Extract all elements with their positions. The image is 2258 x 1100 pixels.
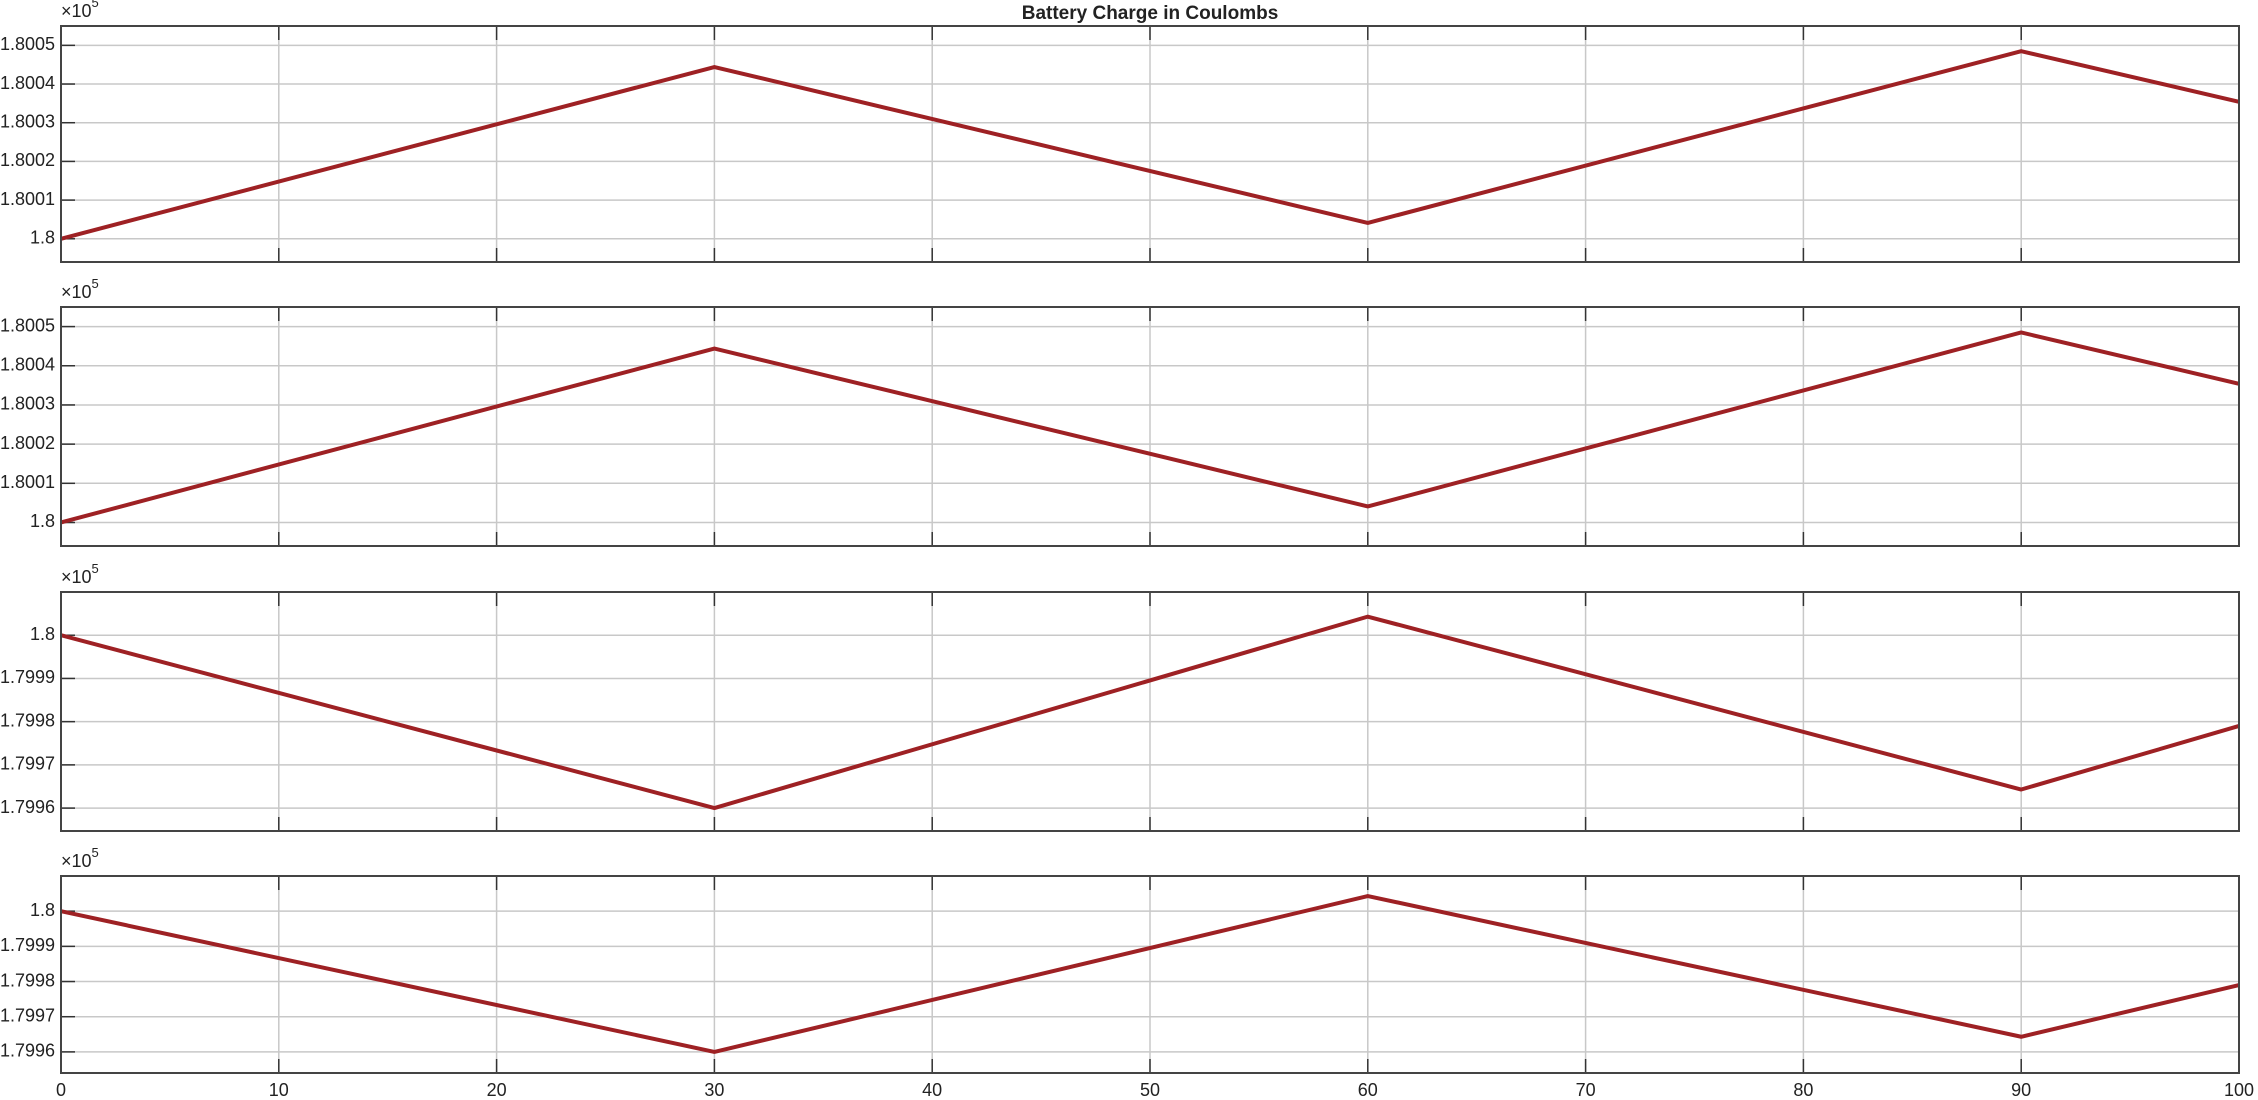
y-tick-label: 1.7996 [0,797,55,817]
data-line [60,894,2240,1054]
y-tick-label: 1.8003 [0,394,55,414]
y-tick-label: 1.8003 [0,111,55,131]
plot-border [60,875,2240,1074]
y-scale-label: ×105 [61,276,99,301]
y-tick-label: 1.7999 [0,667,55,687]
y-tick-label: 1.7998 [0,710,55,730]
x-tick-label: 40 [922,1080,942,1100]
y-tick-label: 1.8 [30,900,55,920]
y-tick-label: 1.7999 [0,935,55,955]
plot-border [60,591,2240,832]
y-tick-label: 1.8005 [0,34,55,54]
y-scale-label: ×105 [61,0,99,21]
y-tick-label: 1.8 [30,511,55,531]
y-scale-exponent: 5 [92,561,99,576]
y-tick-label: 1.8001 [0,189,55,209]
data-line [60,614,2240,811]
y-tick-label: 1.8001 [0,472,55,492]
y-tick-label: 1.8005 [0,315,55,335]
y-scale-label: ×105 [61,561,99,586]
x-tick-label: 90 [2011,1080,2031,1100]
y-tick-label: 1.8002 [0,150,55,170]
y-tick-label: 1.7997 [0,1005,55,1025]
y-tick-label: 1.8002 [0,433,55,453]
y-scale-exponent: 5 [92,276,99,291]
x-tick-label: 10 [269,1080,289,1100]
x-tick-label: 100 [2224,1080,2254,1100]
x-tick-label: 30 [704,1080,724,1100]
y-tick-label: 1.8 [30,228,55,248]
x-tick-label: 70 [1576,1080,1596,1100]
y-scale-exponent: 5 [92,845,99,860]
y-scale-label: ×105 [61,845,99,870]
x-tick-label: 20 [487,1080,507,1100]
x-tick-label: 0 [56,1080,66,1100]
plot-border [60,306,2240,547]
y-tick-label: 1.7997 [0,754,55,774]
x-tick-label: 50 [1140,1080,1160,1100]
y-tick-label: 1.8004 [0,73,55,93]
y-tick-label: 1.7996 [0,1041,55,1061]
y-tick-label: 1.8 [30,624,55,644]
data-line [60,49,2240,241]
y-tick-label: 1.8004 [0,355,55,375]
plot-border [60,25,2240,263]
y-tick-label: 1.7998 [0,970,55,990]
y-scale-exponent: 5 [92,0,99,10]
x-tick-label: 60 [1358,1080,1378,1100]
data-line [60,330,2240,525]
x-tick-label: 80 [1793,1080,1813,1100]
chart-title: Battery Charge in Coulombs [1022,3,1279,24]
